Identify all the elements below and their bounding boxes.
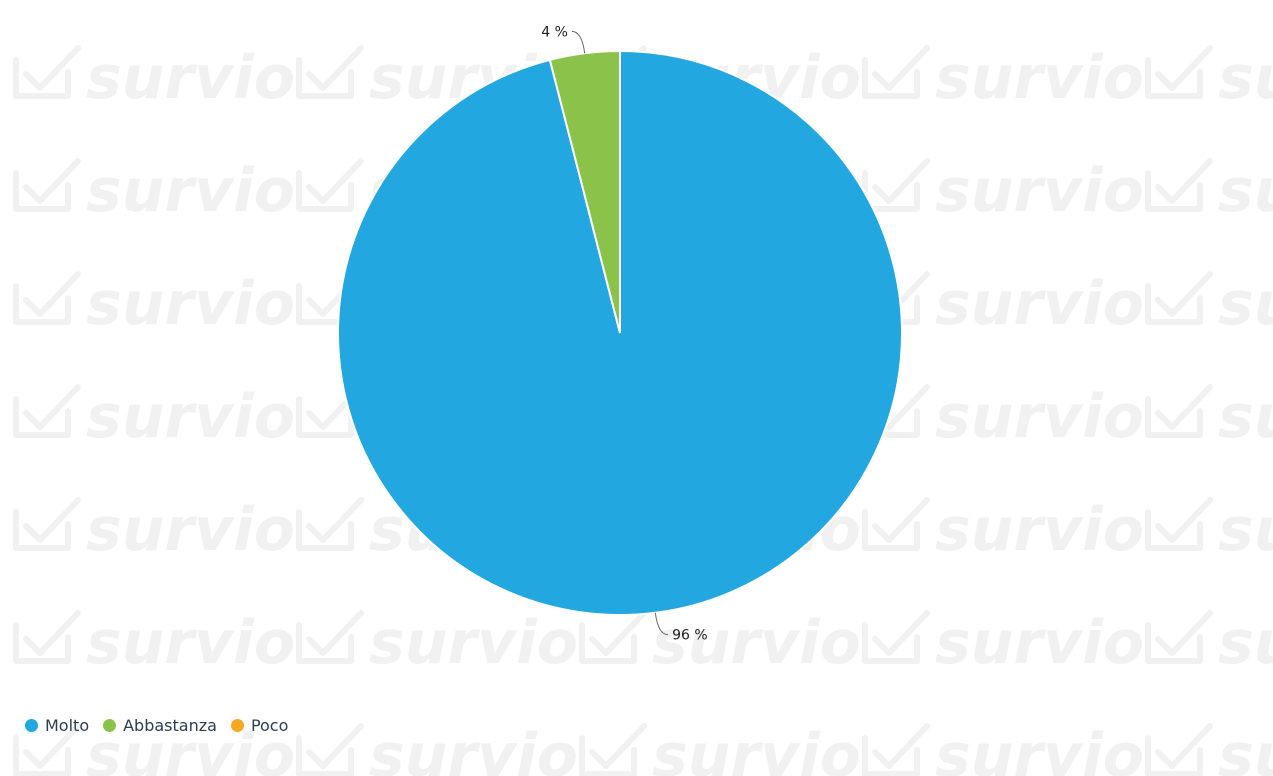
watermark-logo: survio bbox=[13, 43, 295, 113]
checkbox-check-icon bbox=[13, 271, 81, 325]
checkbox-check-icon bbox=[13, 158, 81, 212]
legend-marker-molto bbox=[25, 719, 38, 732]
watermark-logo: survio bbox=[1145, 495, 1273, 565]
checkbox-check-icon bbox=[296, 497, 364, 551]
legend-marker-poco bbox=[230, 719, 244, 732]
watermark-logo: survio bbox=[862, 382, 1144, 452]
watermark-text: survio bbox=[1218, 495, 1273, 565]
checkbox-check-icon bbox=[13, 497, 81, 551]
watermark-text: survio bbox=[935, 721, 1144, 776]
watermark-logo: survio bbox=[862, 495, 1144, 565]
watermark-logo: survio bbox=[579, 721, 861, 776]
pie-label-molto: 96 % bbox=[672, 628, 708, 644]
pie-slices bbox=[337, 49, 903, 616]
watermark-logo: survio bbox=[13, 608, 295, 678]
watermark-text: survio bbox=[369, 721, 578, 776]
checkbox-check-icon bbox=[13, 723, 81, 776]
pie-label-molto-connector bbox=[654, 612, 669, 636]
watermark-logo: survio bbox=[1145, 721, 1273, 776]
watermark-text: survio bbox=[86, 156, 295, 226]
legend-item-molto[interactable]: Molto bbox=[25, 716, 89, 735]
watermark-text: survio bbox=[86, 495, 295, 565]
watermark-text: survio bbox=[1218, 156, 1273, 226]
checkbox-check-icon bbox=[862, 45, 930, 99]
pie-label-abbastanza-connector bbox=[571, 30, 586, 54]
watermark-text: survio bbox=[1218, 43, 1273, 113]
checkbox-check-icon bbox=[1145, 723, 1213, 776]
watermark-logo: survio bbox=[13, 382, 295, 452]
checkbox-check-icon bbox=[296, 158, 364, 212]
legend-label-molto: Molto bbox=[45, 716, 90, 735]
watermark-text: survio bbox=[86, 721, 295, 776]
watermark-logo: survio bbox=[13, 269, 295, 339]
checkbox-check-icon bbox=[862, 723, 930, 776]
watermark-text: survio bbox=[1218, 721, 1273, 776]
chart-legend: Molto Abbastanza Poco bbox=[25, 716, 288, 735]
pie-data-labels: 96 % 4 % bbox=[541, 24, 707, 643]
watermark-logo: survio bbox=[1145, 382, 1273, 452]
checkbox-check-icon bbox=[1145, 271, 1213, 325]
watermark-logo: survio bbox=[1145, 43, 1273, 113]
checkbox-check-icon bbox=[296, 45, 364, 99]
watermark-text: survio bbox=[86, 608, 295, 678]
watermark-logo: survio bbox=[296, 608, 578, 678]
checkbox-check-icon bbox=[13, 45, 81, 99]
watermark-logo: survio bbox=[862, 156, 1144, 226]
watermark-logo: survio bbox=[13, 495, 295, 565]
checkbox-check-icon bbox=[862, 158, 930, 212]
watermark-text: survio bbox=[935, 608, 1144, 678]
legend-item-poco[interactable]: Poco bbox=[230, 716, 289, 735]
checkbox-check-icon bbox=[1145, 610, 1213, 664]
legend-label-poco: Poco bbox=[250, 716, 289, 735]
checkbox-check-icon bbox=[1145, 158, 1213, 212]
pie-label-abbastanza: 4 % bbox=[541, 24, 568, 40]
watermark-text: survio bbox=[1218, 269, 1273, 339]
checkbox-check-icon bbox=[1145, 384, 1213, 438]
watermark-text: survio bbox=[86, 43, 295, 113]
watermark-logo: survio bbox=[1145, 269, 1273, 339]
watermark-text: survio bbox=[1218, 382, 1273, 452]
checkbox-check-icon bbox=[579, 610, 647, 664]
watermark-logo: survio bbox=[862, 721, 1144, 776]
checkbox-check-icon bbox=[1145, 45, 1213, 99]
legend-item-abbastanza[interactable]: Abbastanza bbox=[103, 716, 217, 735]
watermark-logo: survio bbox=[296, 721, 578, 776]
checkbox-check-icon bbox=[296, 610, 364, 664]
watermark-logo: survio bbox=[1145, 156, 1273, 226]
watermark-text: survio bbox=[652, 721, 861, 776]
watermark-text: survio bbox=[86, 269, 295, 339]
watermark-text: survio bbox=[935, 43, 1144, 113]
checkbox-check-icon bbox=[13, 610, 81, 664]
watermark-logo: survio bbox=[862, 269, 1144, 339]
checkbox-check-icon bbox=[862, 610, 930, 664]
watermark-text: survio bbox=[1218, 608, 1273, 678]
watermark-logo: survio bbox=[1145, 608, 1273, 678]
watermark-logo: survio bbox=[862, 608, 1144, 678]
checkbox-check-icon bbox=[862, 497, 930, 551]
watermark-text: survio bbox=[652, 608, 861, 678]
legend-label-abbastanza: Abbastanza bbox=[123, 716, 217, 735]
watermark-text: survio bbox=[86, 382, 295, 452]
checkbox-check-icon bbox=[13, 384, 81, 438]
legend-marker-abbastanza bbox=[103, 719, 117, 732]
watermark-text: survio bbox=[935, 269, 1144, 339]
checkbox-check-icon bbox=[579, 723, 647, 776]
watermark-logo: survio bbox=[579, 608, 861, 678]
watermark-text: survio bbox=[369, 608, 578, 678]
checkbox-check-icon bbox=[1145, 497, 1213, 551]
watermark-text: survio bbox=[935, 156, 1144, 226]
watermark-text: survio bbox=[935, 382, 1144, 452]
checkbox-check-icon bbox=[296, 723, 364, 776]
watermark-text: survio bbox=[935, 495, 1144, 565]
watermark-logo: survio bbox=[862, 43, 1144, 113]
watermark-logo: survio bbox=[13, 156, 295, 226]
watermark-logo: survio bbox=[13, 721, 295, 776]
